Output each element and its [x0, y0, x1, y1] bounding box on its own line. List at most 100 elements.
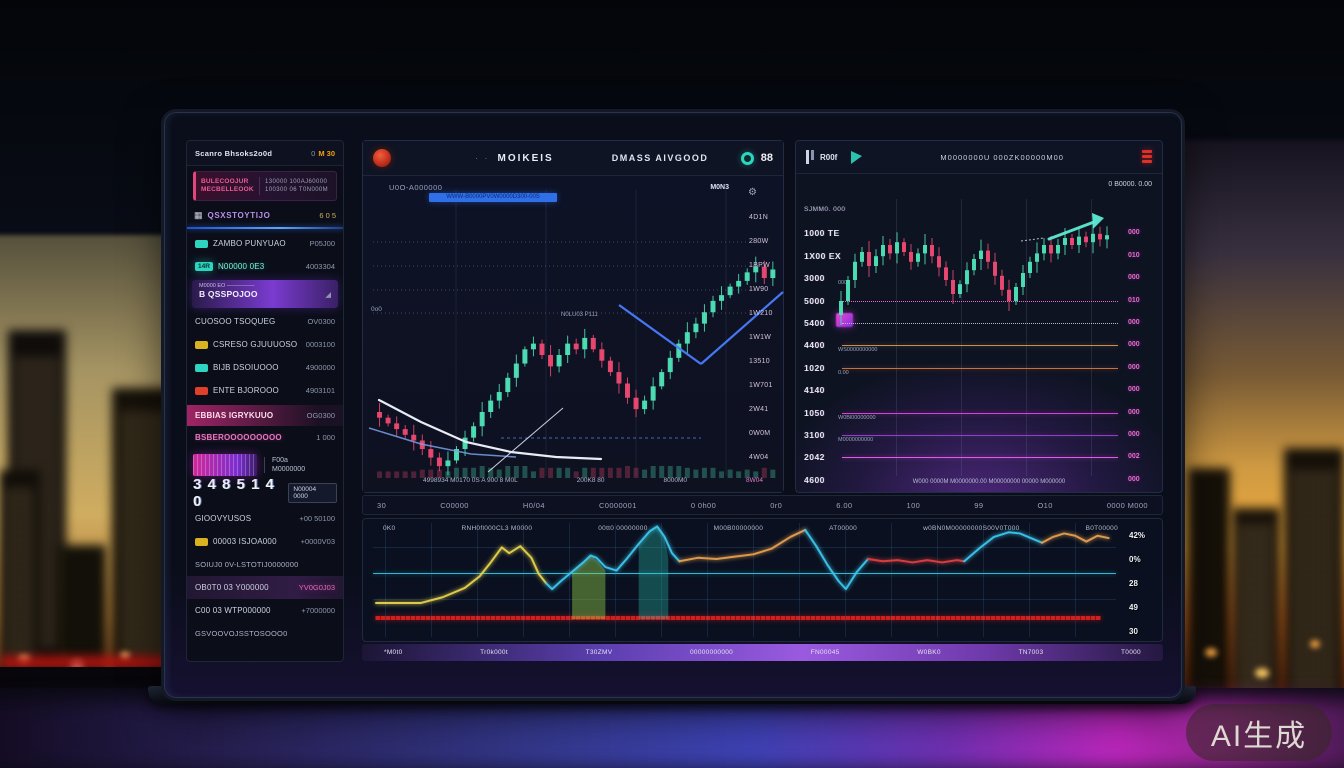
- row-label: OB0T0 03 Y000000: [195, 583, 269, 592]
- row-label: C00 03 WTP000000: [195, 606, 271, 615]
- price-axis-label: 4D1N: [749, 214, 769, 221]
- timeframe-label[interactable]: M0N3: [710, 184, 729, 191]
- row-label: GIOOVYUSOS: [195, 514, 252, 523]
- watchlist-row[interactable]: CUOSOO TSOQUEG OV0300: [187, 310, 343, 333]
- menu-icon-red[interactable]: [1142, 150, 1152, 164]
- secondary-header: R00f M0000000U 000ZK00000M00: [796, 141, 1162, 174]
- indicator-label: AT00000: [829, 525, 858, 532]
- oscillator-panel[interactable]: 0K0 RNH0fl000CL3 M0000 00tt0 00000000 M00B0…: [362, 518, 1163, 642]
- row-value: OG0300: [306, 411, 335, 420]
- right-axis-value: 000: [1128, 274, 1140, 282]
- sidebar-nav-row[interactable]: ▦ QSXSTOYTIJO 6 0 5: [194, 206, 336, 225]
- bottom-axis-label: 00000000000: [690, 649, 734, 656]
- row-value: +0000V03: [300, 537, 335, 546]
- oscillator-axis-label: 28: [1129, 579, 1138, 588]
- price-level-label: 1050: [804, 407, 825, 418]
- timeline-label: 6.00: [836, 500, 853, 510]
- right-axis-value: 000: [1128, 475, 1140, 483]
- center-chart-canvas[interactable]: [363, 176, 785, 492]
- watchlist-row[interactable]: CSRESO GJUUUOSO 0003100: [187, 333, 343, 356]
- status-indicator-icon[interactable]: [740, 151, 754, 165]
- gradient-block: [193, 454, 257, 476]
- big-number: 3 4 8 5 1 4 0: [193, 476, 275, 510]
- timeline-strip[interactable]: 30 C00000 H0/04 C0000001 0 0h00 0r0 6.00 100 99 O…: [362, 495, 1163, 515]
- watchlist-row[interactable]: BIJB DSOIUOOO 4900000: [187, 356, 343, 379]
- gridline: [707, 523, 708, 637]
- right-chart-canvas[interactable]: [796, 141, 1163, 493]
- watchlist-row[interactable]: 14R N00000 0E3 4003304: [187, 255, 343, 278]
- widget-label: M0000000: [272, 466, 306, 473]
- city-light: [1205, 648, 1217, 657]
- bottom-axis-label: FN00045: [810, 649, 840, 656]
- bottom-axis-label: T30ZMV: [585, 649, 613, 656]
- neon-reflection: [0, 700, 1344, 768]
- mini-chart-widget[interactable]: F00a M0000000: [193, 452, 337, 478]
- row-value: +00 50100: [299, 514, 335, 523]
- indicator-label: B0T00000: [1085, 525, 1118, 532]
- oscillator-axis-label: 0%: [1129, 555, 1141, 564]
- summary-row: 3 4 8 5 1 4 0 N00004 0000: [193, 476, 337, 510]
- watchlist-row[interactable]: M0000 EO ————— B QSSPOJOO ◢: [192, 280, 338, 308]
- price-axis-label: 1W701: [749, 382, 773, 389]
- watchlist-row[interactable]: GIOOVYUSOS +00 50100: [187, 507, 343, 530]
- price-level-label: 4600: [804, 474, 825, 485]
- price-level-label: 1000 TE: [804, 228, 840, 239]
- oscillator-canvas[interactable]: [363, 519, 1164, 643]
- brand-logo-icon[interactable]: [373, 149, 391, 167]
- row-label: ENTE BJOROOO: [213, 386, 279, 395]
- panel-name: R00f: [820, 152, 838, 162]
- main-chart-header: · · MOIKEIS DMASS AIVGOOD 88: [363, 141, 783, 176]
- row-label: N00000 0E3: [217, 262, 265, 271]
- watchlist-rows: ZAMBO PUNYUAO P05J00 14R N00000 0E3 4003304 M…: [187, 232, 343, 645]
- bottom-axis-label: *M0t0: [384, 649, 403, 656]
- right-axis-value: 010: [1128, 296, 1140, 304]
- indicator-label: RNH0fl000CL3 M0000: [461, 525, 533, 532]
- featured-card-line2: MECBELLEOOK: [201, 186, 254, 193]
- row-value: ◢: [325, 289, 331, 299]
- row-value: 0003100: [305, 340, 335, 349]
- watchlist-row[interactable]: OB0T0 03 Y000000 YV0G0J03: [187, 576, 343, 599]
- trend-flag-icon[interactable]: [851, 150, 863, 164]
- price-axis-label: 280W: [749, 238, 769, 245]
- watchlist-row[interactable]: ENTE BJOROOO 4903101: [187, 379, 343, 402]
- featured-asset-card[interactable]: BULECOOJUR MECBELLEOOK 130000 100AJ60000…: [193, 171, 337, 201]
- price-level-subtext: 0.00: [838, 369, 849, 376]
- row-subtext: M0000 EO —————: [199, 283, 255, 289]
- gridline: [569, 523, 570, 637]
- gear-icon[interactable]: ⚙: [748, 187, 757, 198]
- horizontal-level-line: [842, 300, 1118, 302]
- watchlist-row[interactable]: SOIUJ0 0V-LSTOTIJ0000000: [187, 553, 343, 576]
- candlestick-chart[interactable]: U0O-A000000 WWW-B0000PV0W0000D300-00S M0…: [363, 176, 785, 492]
- yellow-badge-icon: [195, 537, 208, 546]
- watchlist-row[interactable]: C00 03 WTP000000 +7000000: [187, 599, 343, 622]
- indicator-label: w0BN0M00000000S00V0T000: [923, 525, 1020, 532]
- watchlist-row[interactable]: 00003 ISJOA000 +0000V03: [187, 530, 343, 553]
- watchlist-row[interactable]: BSBEROOOOOOOOO 1 000: [187, 426, 343, 449]
- timeline-label: 30: [377, 500, 387, 510]
- row-label: BIJB DSOIUOOO: [213, 363, 279, 372]
- gridline: [615, 523, 616, 637]
- timeline-label: H0/04: [522, 500, 545, 510]
- price-axis-label: 13510: [749, 358, 770, 365]
- right-axis-value: 002: [1128, 453, 1140, 461]
- oscillator-axis-label: 49: [1129, 603, 1138, 612]
- oscillator-axis-label: 42%: [1129, 531, 1146, 540]
- summary-chip[interactable]: N00004 0000: [288, 483, 337, 503]
- price-level-label: 4140: [804, 385, 825, 396]
- nav-label: QSXSTOYTIJO: [207, 211, 271, 220]
- bottom-time-axis[interactable]: *M0t0 Tr0k000t T30ZMV 00000000000 FN00045 W0B…: [362, 644, 1163, 661]
- ticker-strip[interactable]: WWW-B0000PV0W0000D300-00S: [429, 193, 557, 202]
- gridline: [891, 523, 892, 637]
- watchlist-row[interactable]: ZAMBO PUNYUAO P05J00: [187, 232, 343, 255]
- red-light-streak: [0, 656, 182, 669]
- right-axis-value: 000: [1128, 319, 1140, 326]
- accent-divider: [187, 227, 343, 229]
- horizontal-level-line: [842, 435, 1118, 436]
- gridline: [373, 599, 1116, 600]
- watchlist-row[interactable]: EBBIAS IGRYKUUO OG0300: [187, 405, 343, 426]
- watchlist-row[interactable]: GSVOOVOJSSTOSOOO0: [187, 622, 343, 645]
- ai-watermark: AI生成: [1186, 704, 1332, 761]
- price-level-label: 3000: [804, 273, 825, 284]
